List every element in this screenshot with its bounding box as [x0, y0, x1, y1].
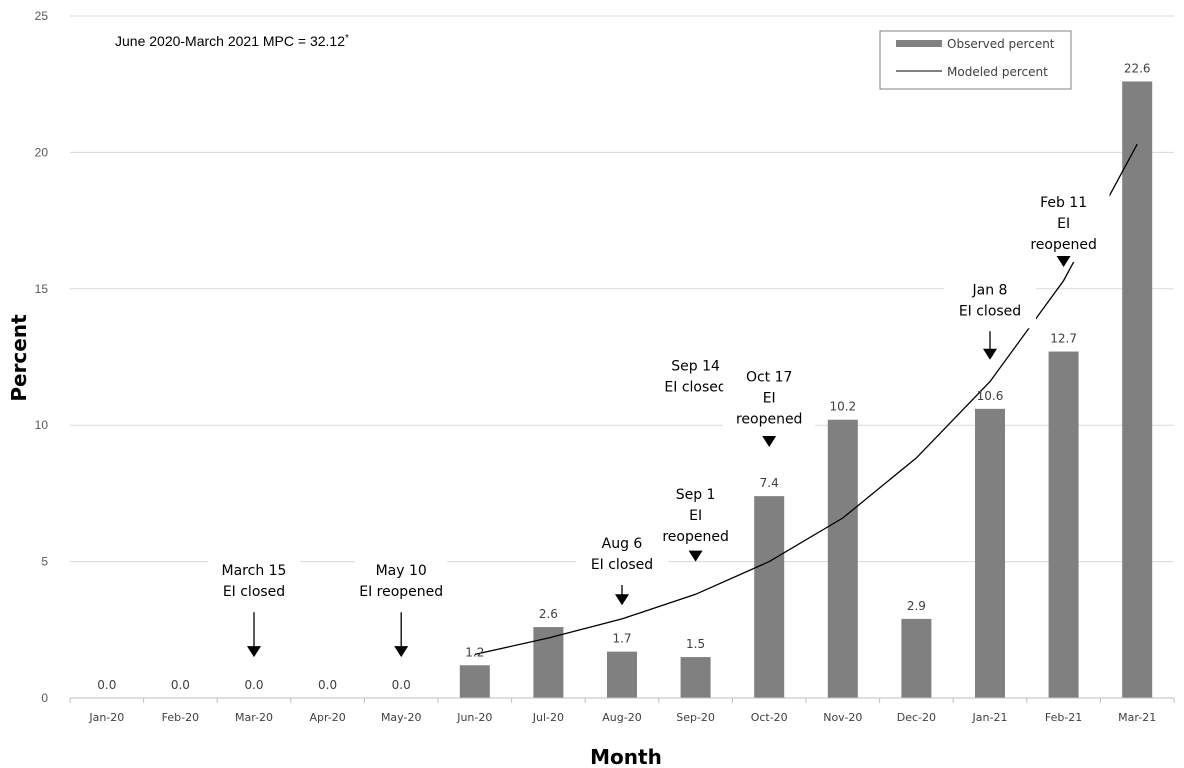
data-label: 1.7: [612, 632, 631, 646]
y-tick-label: 25: [35, 9, 49, 23]
annotation-5: Oct 17 EI reopened: [723, 365, 816, 448]
x-tick-label: Jan-21: [972, 711, 1008, 724]
data-label: 22.6: [1124, 61, 1151, 75]
annotation-text: EI closed: [591, 557, 653, 573]
annotation-arrow-head: [762, 436, 777, 448]
y-tick-label: 0: [41, 691, 48, 705]
annotation-arrow-head: [247, 646, 261, 658]
data-label: 0.0: [318, 678, 337, 692]
annotation-text: reopened: [662, 529, 729, 545]
data-label: 0.0: [244, 678, 263, 692]
mpc-significance-marker: *: [345, 33, 349, 44]
legend-label-modeled: Modeled percent: [947, 65, 1048, 79]
annotation-6: Jan 8 EI closed: [944, 278, 1036, 360]
annotation-arrow-head: [1056, 255, 1071, 267]
annotation-1: May 10 EI reopened: [355, 559, 448, 658]
x-tick-label: Oct-20: [751, 711, 788, 724]
annotation-text: Sep 14: [671, 359, 720, 375]
x-tick-label: Dec-20: [897, 711, 936, 724]
annotation-background: [208, 559, 300, 610]
x-tick-label: May-20: [381, 711, 422, 724]
data-label: 10.6: [977, 389, 1004, 403]
x-tick-label: Feb-20: [162, 711, 199, 724]
x-axis-title: Month: [590, 745, 662, 768]
annotation-text: EI closed: [223, 584, 285, 600]
data-labels: 0.0 0.0 0.0 0.0 0.0 1.2 2.6 1.7 1.5 7.4 10.2 2.9 10.…: [97, 61, 1150, 692]
annotation-text: EI closed: [664, 380, 726, 396]
data-label: 0.0: [171, 678, 190, 692]
annotation-text: EI closed: [959, 303, 1021, 319]
data-label: 2.6: [539, 607, 558, 621]
x-tick-label: Apr-20: [309, 711, 345, 724]
mpc-note: June 2020-March 2021 MPC = 32.12*: [115, 33, 349, 49]
data-label: 2.9: [907, 599, 926, 613]
annotation-text: EI reopened: [359, 584, 443, 600]
annotation-text: EI: [1057, 216, 1070, 232]
annotation-text: Oct 17: [746, 370, 792, 386]
annotation-text: May 10: [376, 563, 427, 579]
data-label: 0.0: [392, 678, 411, 692]
data-label: 1.5: [686, 637, 705, 651]
bar-Jun-20: [459, 665, 490, 698]
y-tick-label: 5: [41, 555, 48, 569]
bar-Aug-20: [607, 651, 637, 698]
bar-Oct-20: [754, 496, 785, 698]
bar-Jul-20: [533, 627, 564, 698]
annotation-background: [355, 559, 448, 610]
y-tick-label: 20: [35, 145, 49, 159]
data-label: 1.2: [465, 645, 484, 659]
legend: Observed percent Modeled percent: [879, 30, 1072, 90]
annotation-text: EI: [689, 508, 702, 524]
annotation-text: March 15: [222, 563, 287, 579]
x-tick-label: Jul-20: [532, 711, 564, 724]
annotation-3: Sep 1 EI reopened: [649, 482, 742, 562]
annotation-text: reopened: [1030, 237, 1097, 253]
annotation-text: Sep 1: [676, 487, 716, 503]
annotation-0: March 15 EI closed: [208, 559, 300, 658]
annotation-7: Feb 11 EI reopened: [1017, 190, 1110, 267]
x-tick-label: Mar-21: [1118, 711, 1156, 724]
data-label: 12.7: [1050, 332, 1077, 346]
modeled-percent-line: [474, 143, 1138, 656]
annotation-text: Feb 11: [1040, 195, 1087, 211]
annotation-text: Aug 6: [602, 536, 643, 552]
bar-Sep-20: [680, 657, 711, 698]
annotation-arrow-head: [394, 646, 409, 658]
x-tick-label: Jan-20: [88, 711, 124, 724]
annotation-background: [944, 278, 1036, 329]
bar-Nov-20: [827, 419, 858, 698]
data-label: 0.0: [97, 678, 116, 692]
x-tick-label: Aug-20: [602, 711, 641, 724]
annotation-text: reopened: [736, 412, 803, 428]
modeled-line: [474, 143, 1138, 656]
bar-Jan-21: [975, 408, 1005, 698]
annotation-text: EI: [763, 391, 776, 407]
legend-label-observed: Observed percent: [947, 37, 1055, 51]
annotation-background: [1017, 190, 1110, 262]
data-label: 10.2: [829, 400, 856, 414]
x-tick-label: Feb-21: [1045, 711, 1082, 724]
axes: 0 5 10 15 20 25 Jan-20 Feb-20 Mar-20 Apr-20 May-20…: [35, 9, 1175, 724]
x-tick-label: Nov-20: [823, 711, 862, 724]
annotation-arrow-head: [688, 550, 703, 562]
x-tick-label: Sep-20: [676, 711, 715, 724]
bars: [459, 81, 1153, 699]
annotation-arrow-head: [615, 594, 629, 606]
x-tick-label: Mar-20: [235, 711, 273, 724]
annotation-background: [723, 365, 816, 437]
bar-Mar-21: [1122, 81, 1153, 699]
legend-swatch-observed: [896, 40, 942, 47]
annotation-arrow-head: [983, 348, 997, 360]
bar-Feb-21: [1048, 351, 1079, 698]
y-tick-label: 10: [35, 418, 49, 432]
annotations: March 15 EI closed May 10 EI reopened Aug 6 E…: [208, 190, 1110, 658]
annotation-text: Jan 8: [972, 282, 1008, 298]
data-label: 7.4: [760, 476, 779, 490]
x-tick-label: Jun-20: [456, 711, 492, 724]
annotation-background: [649, 482, 742, 554]
y-tick-label: 15: [35, 282, 49, 296]
y-axis-title: Percent: [7, 314, 31, 402]
bar-Dec-20: [901, 618, 932, 698]
